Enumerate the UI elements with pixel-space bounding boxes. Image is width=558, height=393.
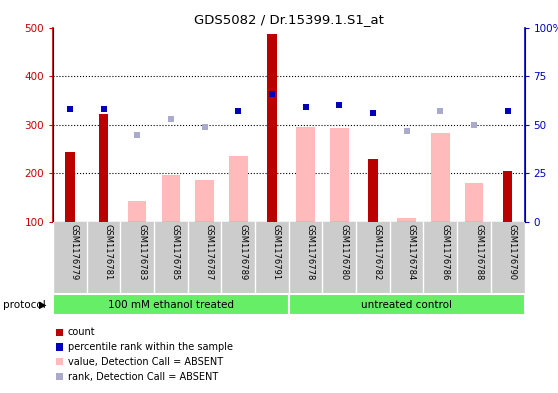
- Bar: [431, 133, 450, 222]
- Bar: [289, 294, 525, 316]
- Point: [436, 108, 445, 114]
- Text: GSM1176783: GSM1176783: [137, 224, 146, 281]
- Bar: [465, 183, 483, 222]
- Point: [402, 127, 411, 134]
- Point: [200, 123, 209, 130]
- Text: GSM1176778: GSM1176778: [306, 224, 315, 281]
- Point: [166, 116, 175, 122]
- Point: [503, 108, 512, 114]
- Text: GSM1176789: GSM1176789: [238, 224, 247, 281]
- Text: GSM1176779: GSM1176779: [70, 224, 79, 281]
- Bar: [65, 152, 75, 222]
- Title: GDS5082 / Dr.15399.1.S1_at: GDS5082 / Dr.15399.1.S1_at: [194, 13, 384, 26]
- Text: GSM1176785: GSM1176785: [171, 224, 180, 281]
- Bar: [267, 34, 277, 222]
- Text: GSM1176782: GSM1176782: [373, 224, 382, 281]
- Bar: [397, 218, 416, 222]
- Point: [301, 104, 310, 110]
- Bar: [162, 175, 180, 222]
- Point: [469, 122, 478, 128]
- Text: value, Detection Call = ABSENT: value, Detection Call = ABSENT: [68, 357, 223, 367]
- Point: [267, 90, 276, 97]
- Text: percentile rank within the sample: percentile rank within the sample: [68, 342, 233, 352]
- Point: [65, 106, 74, 112]
- Bar: [195, 180, 214, 222]
- Bar: [53, 294, 289, 316]
- Text: GSM1176780: GSM1176780: [339, 224, 348, 281]
- Bar: [229, 156, 248, 222]
- Text: protocol: protocol: [3, 300, 46, 310]
- Text: ▶: ▶: [39, 300, 47, 310]
- Bar: [99, 114, 108, 222]
- Point: [133, 131, 142, 138]
- Bar: [330, 128, 349, 222]
- Text: GSM1176791: GSM1176791: [272, 224, 281, 280]
- Text: GSM1176784: GSM1176784: [407, 224, 416, 281]
- Text: GSM1176781: GSM1176781: [104, 224, 113, 281]
- Bar: [296, 127, 315, 222]
- Text: GSM1176787: GSM1176787: [205, 224, 214, 281]
- Text: GSM1176786: GSM1176786: [440, 224, 449, 281]
- Bar: [128, 201, 146, 222]
- Point: [368, 110, 377, 116]
- Text: GSM1176788: GSM1176788: [474, 224, 483, 281]
- Text: untreated control: untreated control: [361, 300, 452, 310]
- Text: rank, Detection Call = ABSENT: rank, Detection Call = ABSENT: [68, 372, 218, 382]
- Point: [234, 108, 243, 114]
- Text: count: count: [68, 327, 95, 337]
- Bar: [368, 159, 378, 222]
- Bar: [503, 171, 512, 222]
- Point: [335, 102, 344, 108]
- Text: GSM1176790: GSM1176790: [508, 224, 517, 280]
- Text: 100 mM ethanol treated: 100 mM ethanol treated: [108, 300, 234, 310]
- Point: [99, 106, 108, 112]
